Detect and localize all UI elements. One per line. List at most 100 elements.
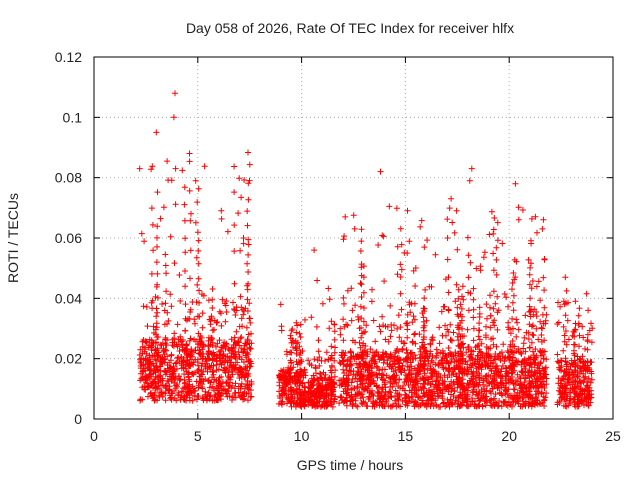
data-point-outlier — [404, 207, 411, 214]
data-point — [222, 318, 229, 325]
data-point-outlier — [466, 177, 473, 184]
data-point — [245, 196, 252, 203]
data-point — [208, 315, 215, 321]
data-point — [182, 361, 189, 368]
data-point — [218, 215, 225, 222]
data-point — [519, 207, 526, 213]
data-point — [397, 225, 404, 232]
data-point — [412, 283, 419, 289]
data-point — [198, 338, 205, 345]
data-point — [177, 376, 184, 383]
data-point — [417, 223, 424, 230]
data-point — [340, 236, 347, 243]
data-point — [487, 292, 493, 299]
data-point-outlier — [136, 165, 143, 172]
data-point — [186, 384, 193, 391]
data-point — [223, 309, 230, 315]
data-point — [458, 305, 465, 312]
data-point — [207, 392, 214, 399]
data-point — [240, 396, 246, 403]
data-point — [182, 327, 189, 334]
data-point — [207, 366, 213, 373]
data-point — [529, 278, 536, 284]
data-point — [410, 313, 417, 320]
data-point — [172, 165, 179, 172]
data-point — [575, 312, 582, 319]
data-point — [222, 357, 229, 364]
data-point — [240, 311, 247, 318]
data-point — [199, 371, 206, 378]
data-point — [163, 369, 170, 376]
data-point — [515, 216, 522, 223]
data-point — [230, 350, 237, 357]
data-point — [481, 249, 488, 256]
y-tick-label: 0.06 — [55, 230, 82, 246]
data-point — [154, 243, 160, 250]
data-point — [564, 317, 571, 324]
data-point — [149, 163, 156, 170]
data-point — [237, 366, 244, 373]
data-point — [149, 221, 156, 228]
data-point — [138, 375, 145, 382]
data-point — [168, 303, 175, 310]
data-point — [293, 329, 300, 336]
data-point — [209, 374, 216, 381]
data-point — [241, 177, 248, 183]
data-point — [194, 313, 201, 320]
data-point — [141, 238, 148, 245]
data-point — [159, 393, 166, 400]
data-point — [182, 249, 189, 256]
data-point — [500, 341, 507, 348]
data-point — [147, 367, 154, 374]
data-point — [275, 400, 282, 407]
data-point — [287, 349, 294, 356]
data-point — [499, 240, 506, 247]
data-point — [181, 377, 188, 383]
data-point — [387, 302, 394, 309]
data-point — [148, 205, 155, 212]
data-point — [446, 205, 453, 212]
data-point — [436, 324, 443, 331]
data-point — [514, 319, 521, 326]
data-point — [199, 385, 206, 392]
data-point — [528, 240, 535, 247]
data-point — [476, 310, 483, 317]
data-point — [154, 347, 160, 354]
data-point — [340, 294, 347, 301]
data-point — [137, 356, 143, 363]
data-point — [204, 395, 211, 402]
data-point — [235, 338, 241, 345]
data-point — [245, 386, 252, 393]
data-point — [245, 149, 251, 156]
data-point — [244, 286, 251, 293]
data-point — [332, 344, 338, 351]
data-point-outlier — [277, 301, 284, 308]
data-point — [213, 343, 219, 350]
data-point — [188, 210, 194, 217]
x-tick-label: 15 — [398, 428, 414, 444]
y-tick-label: 0.1 — [63, 109, 83, 125]
data-point — [302, 316, 308, 323]
data-point — [447, 336, 454, 343]
data-point — [154, 223, 161, 230]
data-point — [301, 366, 308, 373]
data-point — [181, 201, 188, 208]
data-point — [225, 382, 232, 389]
data-point — [209, 296, 216, 303]
data-point — [214, 319, 221, 325]
data-point — [386, 203, 393, 210]
data-point — [211, 387, 218, 394]
y-tick-label: 0.02 — [55, 351, 82, 367]
data-point — [148, 270, 155, 277]
data-point — [459, 325, 466, 332]
chart-title: Day 058 of 2026, Rate Of TEC Index for r… — [186, 20, 514, 36]
data-point — [193, 254, 200, 261]
data-point — [245, 236, 252, 243]
data-point — [411, 300, 418, 307]
data-point — [209, 342, 216, 349]
data-point — [395, 312, 402, 319]
data-point — [139, 338, 146, 345]
data-point — [287, 332, 294, 339]
